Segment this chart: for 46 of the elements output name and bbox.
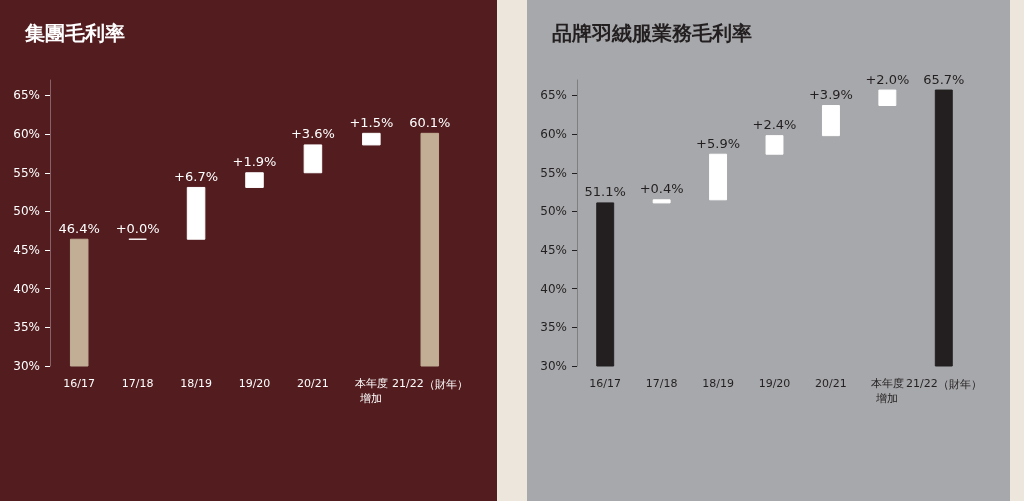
x-tick-label: 21/22（財年）: [905, 377, 982, 390]
y-tick-label: 50%: [540, 204, 567, 219]
data-label: +2.0%: [865, 71, 910, 87]
y-tick-label: 65%: [540, 88, 567, 103]
y-tick-label: 35%: [13, 320, 40, 335]
data-label: +0.4%: [639, 181, 684, 197]
x-tick-label: 本年度增加: [354, 377, 388, 405]
y-tick-label: 35%: [540, 320, 567, 335]
chart-title: 品牌羽絨服業務毛利率: [552, 21, 752, 45]
data-label: 60.1%: [409, 114, 451, 130]
x-tick-label: 20/21: [297, 377, 329, 390]
x-tick-label: 17/18: [645, 377, 678, 390]
data-label: 65.7%: [923, 71, 965, 87]
y-tick-label: 55%: [13, 165, 40, 180]
x-tick-label: 17/18: [121, 377, 154, 390]
x-tick-label: 18/19: [702, 377, 734, 390]
y-tick-label: 45%: [13, 243, 40, 258]
x-tick-label: 21/22（財年）: [391, 377, 468, 390]
y-tick-label: 50%: [13, 204, 40, 219]
data-label: +3.6%: [290, 126, 335, 142]
x-tick-label: 本年度增加: [870, 377, 904, 405]
data-label: +0.0%: [115, 220, 160, 236]
x-tick-label: 20/21: [815, 377, 847, 390]
data-label: +2.4%: [752, 117, 797, 133]
data-label: +6.7%: [174, 168, 219, 184]
y-tick-label: 60%: [540, 127, 567, 142]
y-tick-label: 65%: [13, 88, 40, 103]
x-tick-label: 18/19: [180, 377, 212, 390]
data-label: +3.9%: [808, 87, 853, 103]
data-label: +5.9%: [696, 135, 741, 151]
data-label: +1.5%: [349, 114, 394, 130]
chart-title: 集團毛利率: [24, 21, 125, 45]
y-tick-label: 30%: [540, 359, 567, 373]
y-tick-label: 60%: [13, 127, 40, 142]
y-tick-label: 45%: [540, 243, 567, 258]
y-tick-label: 55%: [540, 165, 567, 180]
y-tick-label: 40%: [13, 281, 40, 296]
data-label: 46.4%: [58, 220, 100, 236]
x-tick-label: 16/17: [63, 377, 96, 390]
x-tick-label: 19/20: [238, 377, 271, 390]
data-label: 51.1%: [584, 184, 626, 200]
y-tick-label: 30%: [13, 359, 40, 373]
data-label: +1.9%: [232, 154, 277, 170]
x-tick-label: 16/17: [589, 377, 622, 390]
y-tick-label: 40%: [540, 281, 567, 296]
x-tick-label: 19/20: [758, 377, 791, 390]
